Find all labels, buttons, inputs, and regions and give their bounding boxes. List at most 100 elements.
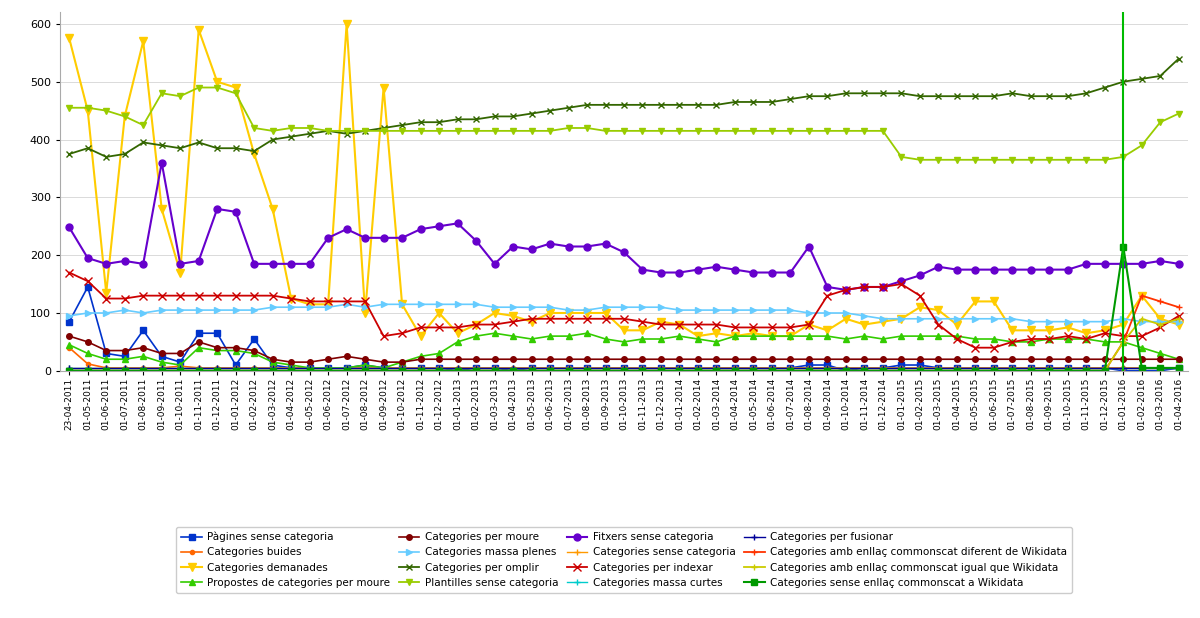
Categories sense enllaç commonscat a Wikidata: [320, 367, 335, 375]
Categories demanades: [320, 300, 335, 308]
Categories buides: [62, 344, 77, 352]
Propostes de categories per moure: [764, 332, 779, 340]
Categories buides: [302, 364, 317, 371]
Line: Plantilles sense categoria: Plantilles sense categoria: [66, 84, 1182, 163]
Categories amb enllaç commonscat diferent de Wikidata: [1024, 367, 1038, 375]
Categories per fusionar: [62, 364, 77, 371]
Categories buides: [100, 364, 114, 371]
Categories per omplir: [100, 153, 114, 161]
Categories buides: [340, 364, 354, 371]
Categories buides: [469, 364, 484, 371]
Line: Categories per omplir: Categories per omplir: [66, 55, 1182, 160]
Categories per fusionar: [1171, 364, 1186, 371]
Line: Propostes de categories per moure: Propostes de categories per moure: [66, 330, 1182, 371]
Plantilles sense categoria: [302, 124, 317, 132]
Categories demanades: [691, 332, 706, 340]
Categories sense categoria: [1171, 364, 1186, 371]
Categories demanades: [487, 309, 502, 316]
Categories demanades: [284, 295, 299, 302]
Categories per omplir: [1042, 93, 1056, 100]
Plantilles sense categoria: [1171, 110, 1186, 117]
Categories demanades: [62, 35, 77, 42]
Pàgines sense categoria: [1171, 364, 1186, 371]
Categories per omplir: [1171, 55, 1186, 62]
Categories per moure: [1171, 355, 1186, 363]
Propostes de categories per moure: [1171, 355, 1186, 363]
Fitxers sense categoria: [839, 286, 853, 294]
Propostes de categories per moure: [284, 362, 299, 369]
Plantilles sense categoria: [469, 127, 484, 135]
Categories per indexar: [450, 324, 464, 331]
Line: Categories per fusionar: Categories per fusionar: [66, 365, 1182, 371]
Line: Categories sense enllaç commonscat a Wikidata: Categories sense enllaç commonscat a Wik…: [66, 243, 1182, 375]
Categories massa curtes: [1171, 364, 1186, 371]
Categories per indexar: [62, 269, 77, 276]
Categories massa curtes: [284, 364, 299, 371]
Categories massa curtes: [654, 364, 668, 371]
Categories amb enllaç commonscat igual que Wikidata: [727, 367, 742, 375]
Categories per moure: [672, 355, 686, 363]
Categories massa plenes: [62, 312, 77, 320]
Categories sense enllaç commonscat a Wikidata: [1171, 364, 1186, 371]
Categories per moure: [340, 353, 354, 360]
Categories massa curtes: [1024, 364, 1038, 371]
Categories massa plenes: [320, 303, 335, 311]
Categories per omplir: [302, 130, 317, 137]
Categories per omplir: [340, 130, 354, 137]
Fitxers sense categoria: [672, 269, 686, 276]
Categories massa plenes: [1024, 318, 1038, 325]
Fitxers sense categoria: [746, 269, 761, 276]
Categories per fusionar: [727, 364, 742, 371]
Pàgines sense categoria: [80, 283, 95, 290]
Categories per moure: [1042, 355, 1056, 363]
Fitxers sense categoria: [155, 159, 169, 166]
Propostes de categories per moure: [340, 364, 354, 371]
Pàgines sense categoria: [764, 364, 779, 371]
Categories amb enllaç commonscat igual que Wikidata: [1171, 315, 1186, 323]
Categories amb enllaç commonscat diferent de Wikidata: [284, 367, 299, 375]
Line: Categories amb enllaç commonscat igual que Wikidata: Categories amb enllaç commonscat igual q…: [66, 315, 1182, 375]
Categories per omplir: [746, 98, 761, 106]
Categories per indexar: [1171, 312, 1186, 320]
Categories sense enllaç commonscat a Wikidata: [1024, 367, 1038, 375]
Categories sense enllaç commonscat a Wikidata: [654, 367, 668, 375]
Categories per indexar: [968, 344, 983, 352]
Categories per moure: [302, 358, 317, 366]
Line: Categories buides: Categories buides: [67, 345, 1181, 370]
Categories buides: [746, 364, 761, 371]
Pàgines sense categoria: [691, 364, 706, 371]
Categories buides: [1042, 364, 1056, 371]
Categories sense categoria: [1024, 364, 1038, 371]
Plantilles sense categoria: [62, 104, 77, 111]
Categories demanades: [1061, 324, 1075, 331]
Categories sense enllaç commonscat a Wikidata: [284, 367, 299, 375]
Categories amb enllaç commonscat igual que Wikidata: [654, 367, 668, 375]
Categories sense enllaç commonscat a Wikidata: [727, 367, 742, 375]
Categories per fusionar: [654, 364, 668, 371]
Categories sense categoria: [62, 364, 77, 371]
Categories per omplir: [62, 150, 77, 158]
Line: Categories per indexar: Categories per indexar: [65, 268, 1183, 352]
Categories amb enllaç commonscat igual que Wikidata: [1024, 367, 1038, 375]
Line: Pàgines sense categoria: Pàgines sense categoria: [66, 284, 1182, 373]
Propostes de categories per moure: [1061, 336, 1075, 343]
Categories massa plenes: [746, 307, 761, 314]
Categories massa plenes: [1171, 318, 1186, 325]
Categories sense enllaç commonscat a Wikidata: [450, 367, 464, 375]
Categories sense categoria: [450, 364, 464, 371]
Categories amb enllaç commonscat igual que Wikidata: [284, 367, 299, 375]
Categories massa plenes: [1061, 318, 1075, 325]
Categories massa plenes: [469, 300, 484, 308]
Propostes de categories per moure: [691, 336, 706, 343]
Categories amb enllaç commonscat igual que Wikidata: [320, 367, 335, 375]
Categories massa plenes: [340, 300, 354, 308]
Categories per fusionar: [320, 364, 335, 371]
Fitxers sense categoria: [469, 237, 484, 245]
Plantilles sense categoria: [1061, 156, 1075, 164]
Plantilles sense categoria: [672, 127, 686, 135]
Categories amb enllaç commonscat diferent de Wikidata: [1134, 292, 1148, 299]
Categories sense categoria: [727, 364, 742, 371]
Fitxers sense categoria: [302, 260, 317, 268]
Propostes de categories per moure: [487, 329, 502, 337]
Categories amb enllaç commonscat diferent de Wikidata: [62, 367, 77, 375]
